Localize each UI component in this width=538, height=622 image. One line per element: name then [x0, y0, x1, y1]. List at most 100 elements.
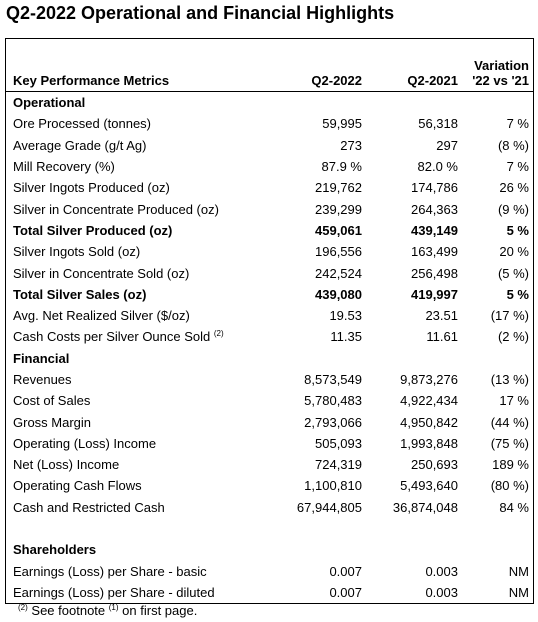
value-cell: 4,950,842: [400, 414, 458, 430]
value-cell: 0.007: [329, 563, 362, 579]
label-text: Ore Processed (tonnes): [13, 116, 152, 132]
value-cell: 1,993,848: [400, 435, 458, 451]
value-cell: 7 %: [506, 116, 529, 132]
data-row: Silver in Concentrate Produced (oz) 239,2…: [6, 198, 533, 219]
value-cell: 5 %: [506, 222, 529, 238]
row-label: Mill Recovery (%): [6, 156, 278, 177]
row-label: Revenues: [6, 369, 278, 390]
value-cell: 189 %: [492, 457, 529, 473]
value-cell: 82.0 %: [417, 159, 458, 175]
value-cell: 84 %: [499, 499, 529, 515]
value-cell: (80 %): [490, 478, 529, 494]
value-cell: (75 %): [490, 435, 529, 451]
label-text: Revenues: [13, 372, 72, 387]
value-cell: 5 %: [506, 286, 529, 302]
label-note: (2): [213, 329, 224, 339]
value-cell: (9 %): [497, 201, 529, 217]
value-cell: 0.007: [329, 584, 362, 600]
label-text: Operating (Loss) Income: [13, 435, 157, 451]
header-line: '22 vs '21: [472, 73, 529, 88]
row-label: Cash and Restricted Cash: [6, 497, 278, 518]
value-cell: 239,299: [315, 201, 362, 217]
label-text: Silver in Concentrate Sold (oz): [13, 265, 190, 281]
value-cell: NM: [508, 563, 529, 579]
section-title: Operational: [13, 95, 86, 111]
data-row: Earnings (Loss) per Share - basic 0.007 0.…: [6, 561, 533, 582]
row-label: Total Silver Sales (oz): [6, 284, 278, 305]
value-cell: 242,524: [315, 265, 362, 281]
value-cell: 17 %: [499, 393, 529, 409]
header-cell: Key Performance Metrics: [6, 39, 278, 92]
value-cell: 196,556: [315, 244, 362, 260]
data-row: Operating Cash Flows 1,100,810 5,493,640 (8…: [6, 475, 533, 496]
value-cell: (13 %): [490, 372, 529, 387]
value-cell: 26 %: [499, 180, 529, 196]
label-text: Cash Costs per Silver Ounce Sold: [13, 329, 211, 345]
label-text: Silver in Concentrate Produced (oz): [13, 201, 219, 217]
section-row: Shareholders: [6, 539, 533, 560]
row-label: Silver Ingots Produced (oz): [6, 177, 278, 198]
value-cell: 67,944,805: [296, 499, 362, 515]
data-row: Silver in Concentrate Sold (oz) 242,524 25…: [6, 262, 533, 283]
data-row: Net (Loss) Income 724,319 250,693 189 %: [6, 454, 533, 475]
data-row: Total Silver Sales (oz) 439,080 419,997 5 %: [6, 284, 533, 305]
value-cell: NM: [508, 584, 529, 600]
value-cell: 56,318: [418, 116, 458, 132]
value-cell: 5,780,483: [304, 393, 362, 409]
data-row: Avg. Net Realized Silver ($/oz) 19.53 23.5…: [6, 305, 533, 326]
spacer-row: [6, 518, 533, 539]
label-text: Silver Ingots Produced (oz): [13, 180, 170, 196]
row-label: Earnings (Loss) per Share - basic: [6, 561, 278, 582]
label-text: Avg. Net Realized Silver ($/oz): [13, 308, 190, 324]
label-text: Total Silver Sales (oz): [13, 286, 147, 302]
data-row: Gross Margin 2,793,066 4,950,842 (44 %): [6, 411, 533, 432]
footnote-text: See footnote: [31, 603, 106, 618]
row-label: Gross Margin: [6, 411, 278, 432]
data-row: Silver Ingots Produced (oz) 219,762 174,78…: [6, 177, 533, 198]
value-cell: 439,080: [315, 286, 362, 302]
value-cell: 250,693: [411, 457, 458, 473]
value-cell: 174,786: [411, 180, 458, 196]
label-text: Mill Recovery (%): [13, 159, 115, 175]
value-cell: (8 %): [497, 137, 529, 153]
value-cell: 459,061: [315, 222, 362, 238]
row-label: Cost of Sales: [6, 390, 278, 411]
value-cell: 0.003: [425, 563, 458, 579]
header-cell: Q2-2022: [278, 39, 362, 92]
table-body: Key Performance Metrics Q2-2022 Q2-2021 Var…: [6, 39, 533, 603]
row-label: Operating (Loss) Income: [6, 433, 278, 454]
header-line: Variation: [474, 58, 529, 73]
label-text: Operating Cash Flows: [13, 478, 142, 494]
row-label: Cash Costs per Silver Ounce Sold (2): [6, 326, 278, 347]
row-label: Silver in Concentrate Sold (oz): [6, 262, 278, 283]
header-cell: Variation '22 vs '21: [458, 39, 533, 92]
value-cell: 11.35: [330, 329, 362, 345]
value-cell: (44 %): [490, 414, 529, 430]
value-cell: (2 %): [497, 329, 529, 345]
value-cell: 20 %: [499, 244, 529, 260]
data-row: Revenues 8,573,549 9,873,276 (13 %): [6, 369, 533, 390]
value-cell: 9,873,276: [400, 372, 458, 387]
section-title: Financial: [13, 350, 70, 366]
data-row: Earnings (Loss) per Share - diluted 0.007…: [6, 582, 533, 603]
value-cell: 219,762: [315, 180, 362, 196]
data-row: Cash and Restricted Cash 67,944,805 36,874…: [6, 497, 533, 518]
value-cell: 0.003: [425, 584, 458, 600]
data-row: Total Silver Produced (oz) 459,061 439,149…: [6, 220, 533, 241]
label-text: Net (Loss) Income: [13, 457, 120, 473]
value-cell: 11.61: [426, 329, 458, 345]
value-cell: 163,499: [411, 244, 458, 260]
title: Q2-2022 Operational and Financial Highli…: [6, 3, 395, 23]
section-row: Operational: [6, 92, 533, 114]
value-cell: 8,573,549: [304, 372, 362, 387]
table-frame: Key Performance Metrics Q2-2022 Q2-2021 Var…: [5, 38, 534, 605]
row-label: Ore Processed (tonnes): [6, 113, 278, 134]
data-row: Mill Recovery (%) 87.9 % 82.0 % 7 %: [6, 156, 533, 177]
value-cell: 264,363: [411, 201, 458, 217]
footnote-tail: on first page.: [122, 603, 198, 618]
value-cell: 297: [436, 137, 458, 153]
value-cell: 505,093: [315, 435, 362, 451]
value-cell: 87.9 %: [321, 159, 362, 175]
row-label: Net (Loss) Income: [6, 454, 278, 475]
